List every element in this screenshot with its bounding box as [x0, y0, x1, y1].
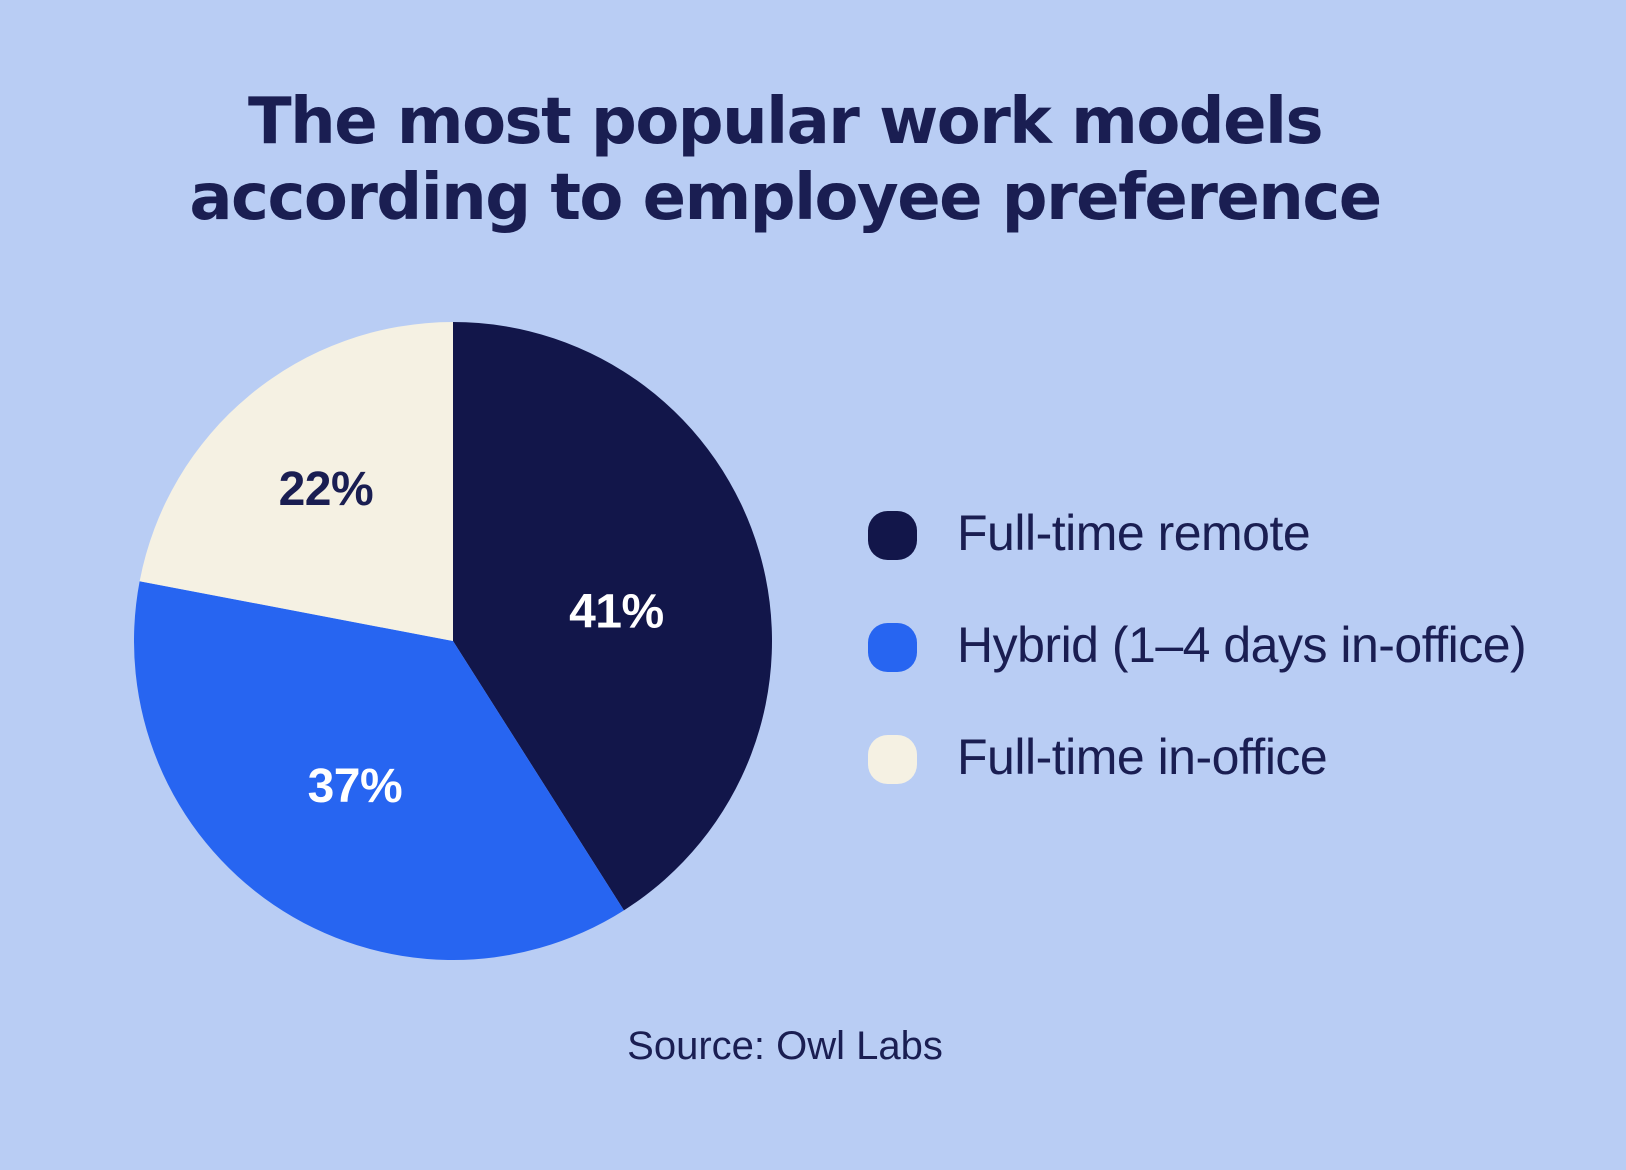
legend-swatch-icon: [868, 510, 917, 560]
legend-swatch-icon: [868, 622, 917, 672]
chart-title: The most popular work models according t…: [0, 84, 1570, 236]
pie-label-full-time-in-office: 22%: [279, 463, 374, 516]
legend-row-hybrid-1-4-days-in-office: Hybrid (1–4 days in-office): [868, 617, 1527, 674]
pie-slice-full-time-remote: [453, 322, 772, 911]
legend-swatch-icon: [868, 734, 917, 784]
legend-row-full-time-remote: Full-time remote: [868, 508, 1526, 562]
pie-label-full-time-remote: 41%: [569, 586, 664, 639]
pie-chart-svg: 41% 37% 22%: [133, 322, 772, 961]
chart-title-line-1: The most popular work models: [247, 85, 1324, 159]
pie-label-hybrid-1-4-days-in-office: 37%: [308, 760, 403, 813]
legend-label: Hybrid (1–4 days in-office): [957, 617, 1527, 673]
legend-label: Full-time in-office: [957, 729, 1328, 785]
pie-chart: 41% 37% 22%: [133, 322, 772, 961]
content-area: The most popular work models according t…: [0, 84, 1570, 1068]
pie-slice-full-time-in-office: [139, 322, 453, 641]
legend-label: Full-time remote: [957, 505, 1311, 561]
pie-slice-hybrid-1-4-days-in-office: [133, 581, 624, 961]
legend-row-full-time-in-office: Full-time in-office: [868, 732, 1526, 786]
chart-title-line-2: according to employee preference: [189, 161, 1382, 235]
legend: Full-time remote Hybrid (1–4 days in-offi…: [868, 508, 1527, 786]
source-text: Source: Owl Labs: [627, 1024, 943, 1068]
